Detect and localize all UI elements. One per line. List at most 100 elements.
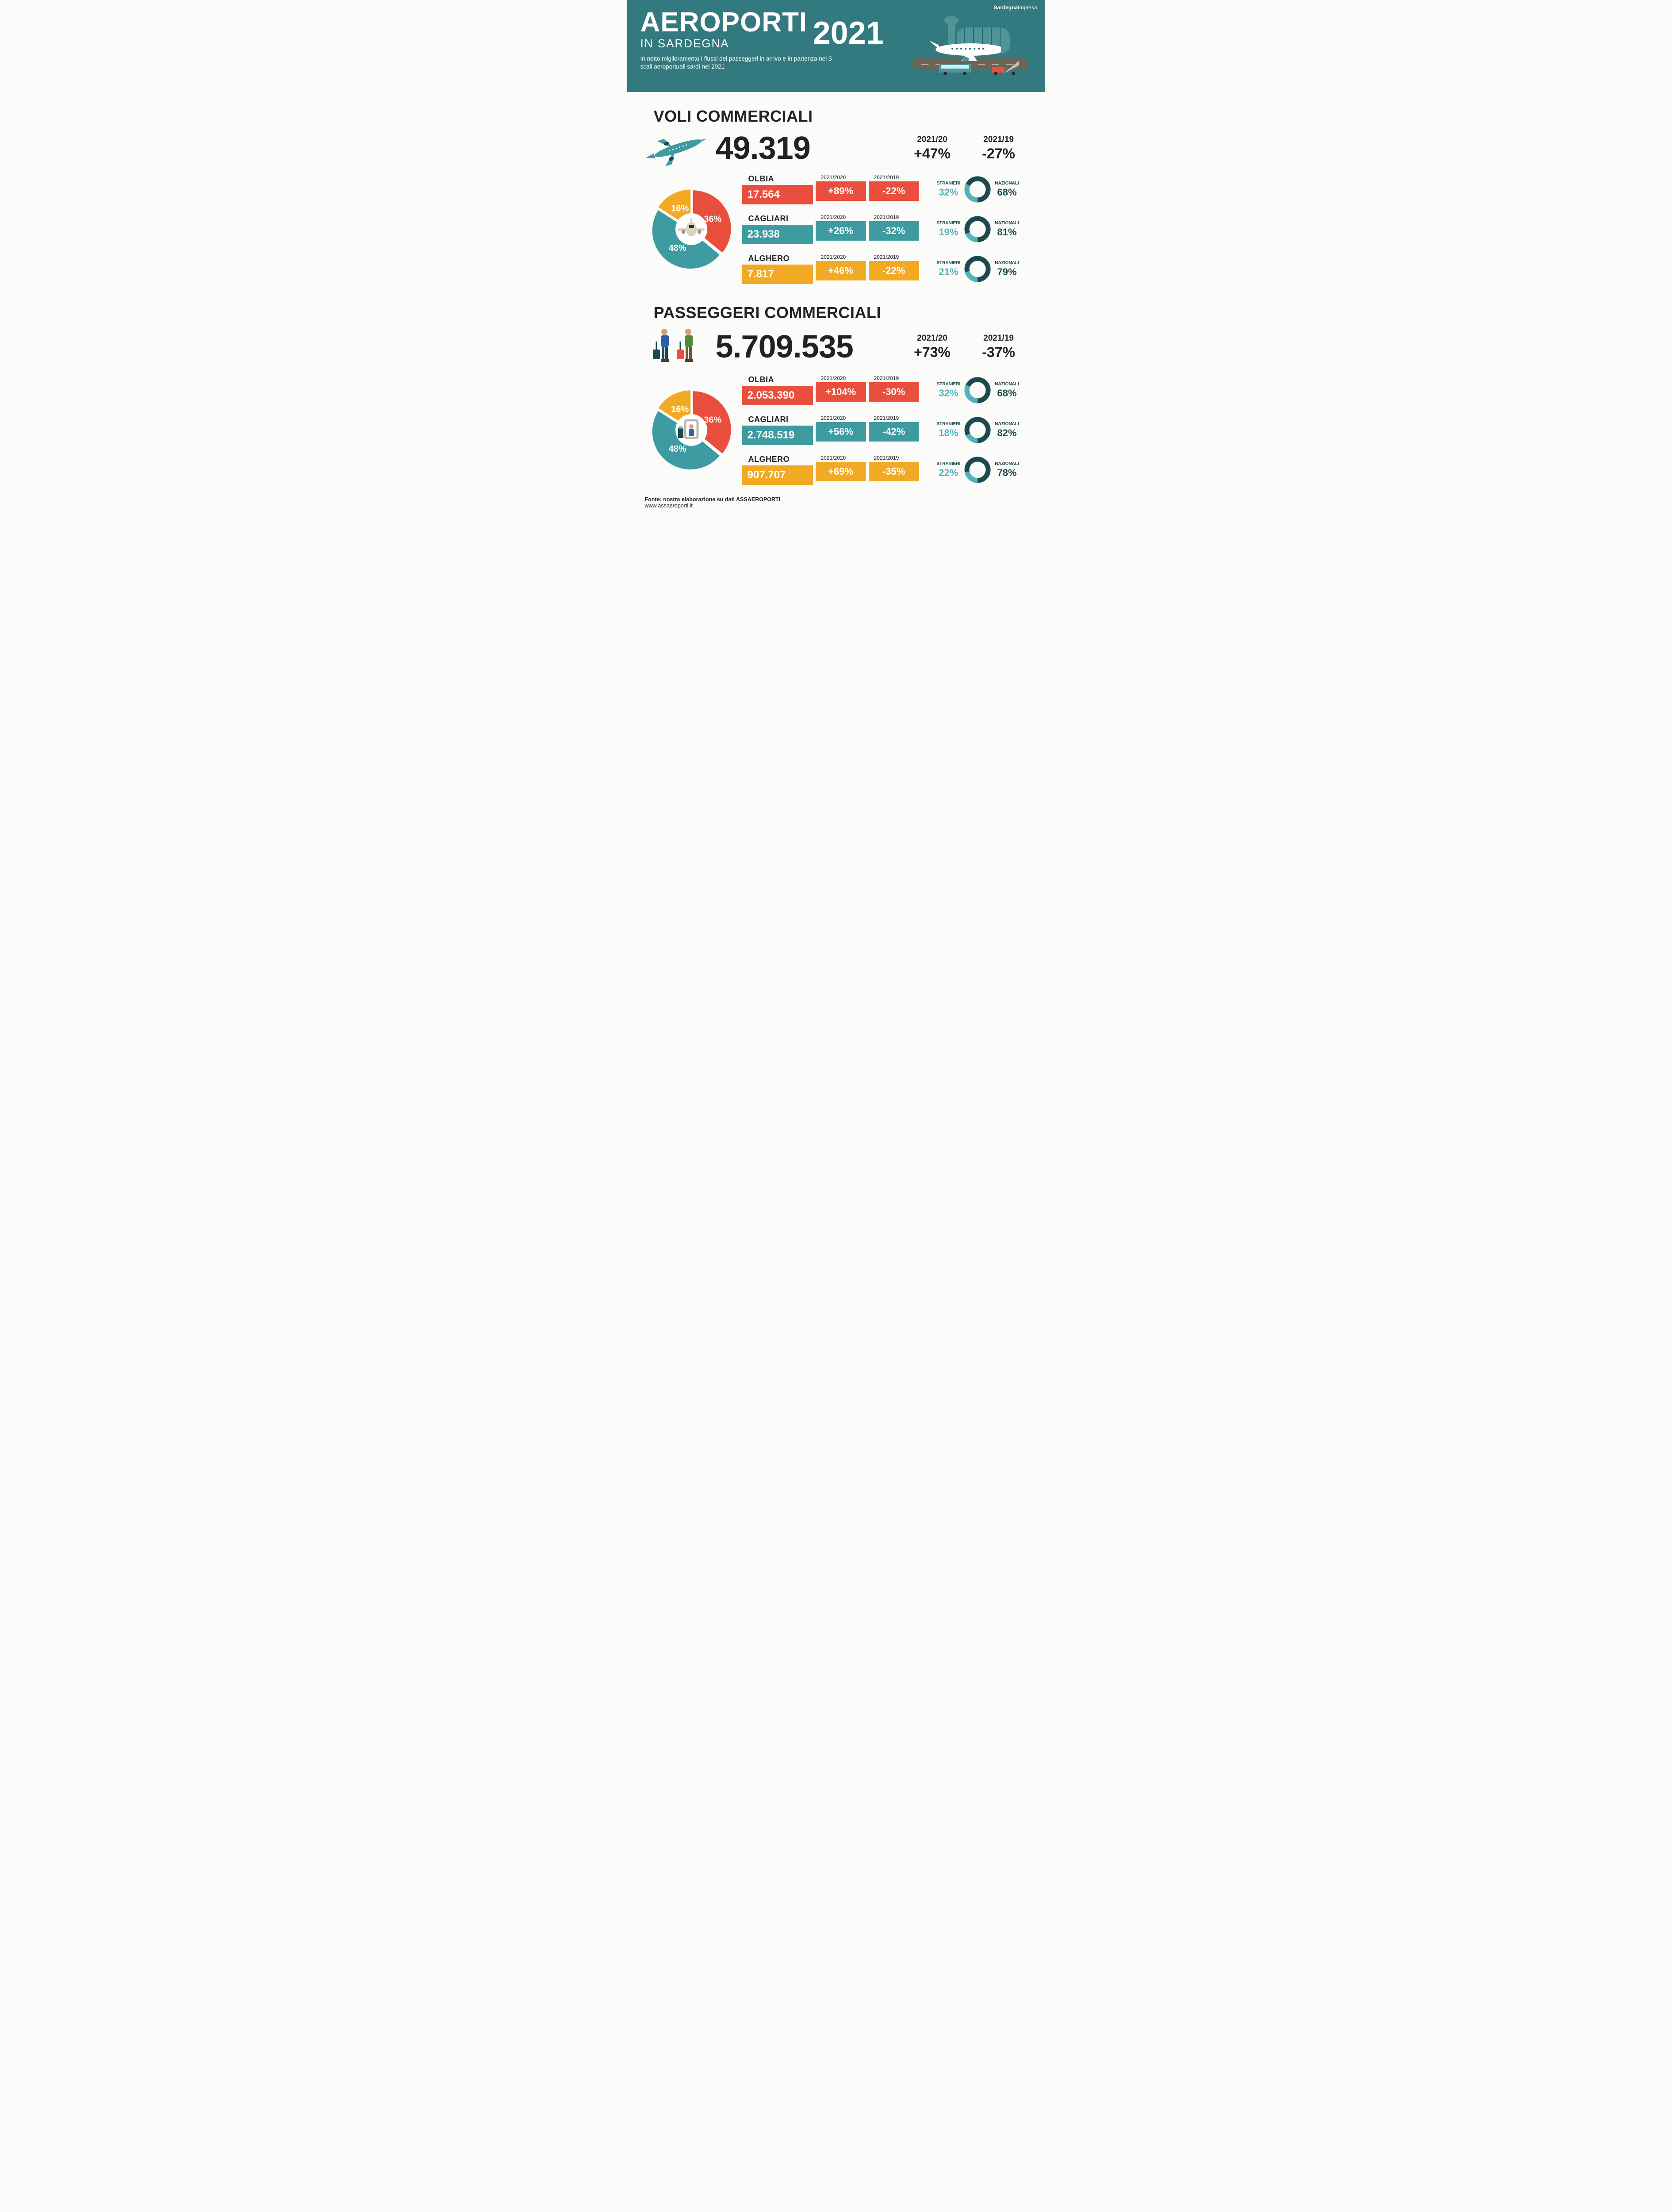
split-donut: STRANIERI19%NAZIONALI81% xyxy=(927,215,1029,243)
city-row: OLBIA17.5642021/2020+89%2021/2019-22% STR… xyxy=(742,174,1032,204)
stranieri-label: STRANIERI xyxy=(936,422,960,426)
stranieri-label: STRANIERI xyxy=(936,461,960,466)
body-row: 16%36%48% OLBIA2.053.3902021/2020+104%20… xyxy=(640,375,1032,485)
city-row: ALGHERO907.7072021/2020+69%2021/2019-35%… xyxy=(742,455,1032,485)
city-d19-value: -32% xyxy=(869,221,919,241)
pie-slot: 16% 36% 48% xyxy=(640,384,742,476)
delta-label: 2021/19 xyxy=(966,135,1032,145)
stranieri-label: STRANIERI xyxy=(936,181,960,186)
city-d19-label: 2021/2019 xyxy=(869,415,919,421)
city-d19-label: 2021/2019 xyxy=(869,375,919,381)
delta-value: -37% xyxy=(966,344,1032,361)
stranieri-value: 18% xyxy=(939,427,958,439)
stranieri-value: 19% xyxy=(939,227,958,238)
delta-label: 2021/19 xyxy=(966,334,1032,343)
svg-text:16%: 16% xyxy=(671,204,689,213)
city-d20-value: +26% xyxy=(816,221,866,241)
page-description: In netto miglioramento i flussi dei pass… xyxy=(640,55,844,71)
city-row: CAGLIARI2.748.5192021/2020+56%2021/2019-… xyxy=(742,415,1032,445)
pie-slot: 16% 36% 48% xyxy=(640,183,742,276)
city-d20-label: 2021/2020 xyxy=(816,455,866,461)
city-d19-label: 2021/2019 xyxy=(869,214,919,220)
city-d20-label: 2021/2020 xyxy=(816,214,866,220)
svg-text:48%: 48% xyxy=(668,243,686,253)
nazionali-label: NAZIONALI xyxy=(995,261,1019,265)
footer: Fonte: nostra elaborazione su dati ASSAE… xyxy=(627,489,1045,522)
city-d20-value: +46% xyxy=(816,261,866,280)
brand-badge: SardegnaImpresa xyxy=(993,4,1037,11)
footer-source: Fonte: nostra elaborazione su dati ASSAE… xyxy=(645,496,781,503)
city-d20-label: 2021/2020 xyxy=(816,375,866,381)
delta-2021-19: 2021/19 -27% xyxy=(966,135,1032,162)
airplane-icon xyxy=(640,128,716,168)
city-d20-label: 2021/2020 xyxy=(816,174,866,180)
delta-value: -27% xyxy=(966,146,1032,162)
city-row: CAGLIARI 23.9382021/2020+26%2021/2019-32%… xyxy=(742,214,1032,244)
brand-bold: Sardegna xyxy=(993,4,1018,11)
airport-illustration xyxy=(904,10,1032,81)
city-d20-value: +56% xyxy=(816,422,866,442)
stranieri-value: 32% xyxy=(939,187,958,198)
city-d20-label: 2021/2020 xyxy=(816,415,866,421)
city-d19-label: 2021/2019 xyxy=(869,455,919,461)
split-donut: STRANIERI21% NAZIONALI79% xyxy=(927,255,1029,283)
body-row: 16%36%48% OLBIA17.5642021/2020+89%2021/2… xyxy=(640,174,1032,284)
city-value: 907.707 xyxy=(742,465,813,485)
city-value: 7.817 xyxy=(742,265,813,284)
stranieri-value: 22% xyxy=(939,467,958,479)
city-d20-value: +89% xyxy=(816,181,866,201)
nazionali-label: NAZIONALI xyxy=(995,461,1019,466)
city-value: 17.564 xyxy=(742,185,813,204)
city-name: OLBIA xyxy=(742,174,813,184)
nazionali-value: 81% xyxy=(997,227,1016,238)
total-row: 5.709.535 2021/20 +73% 2021/19 -37% xyxy=(640,325,1032,369)
city-value: 23.938 xyxy=(742,225,813,244)
city-d19-value: -22% xyxy=(869,181,919,201)
total-value: 49.319 xyxy=(716,132,899,164)
city-d20-label: 2021/2020 xyxy=(816,254,866,260)
city-name: OLBIA xyxy=(742,375,813,384)
header: AEROPORTI IN SARDEGNA In netto miglioram… xyxy=(627,0,1045,92)
svg-text:48%: 48% xyxy=(668,444,686,454)
city-stack: OLBIA17.5642021/2020+89%2021/2019-22%STR… xyxy=(742,174,1032,284)
section-title: VOLI COMMERCIALI xyxy=(654,107,1032,126)
delta-label: 2021/20 xyxy=(899,135,966,145)
city-d20-value: +69% xyxy=(816,462,866,481)
delta-2021-19: 2021/19 -37% xyxy=(966,334,1032,361)
city-name: ALGHERO xyxy=(742,455,813,464)
nazionali-value: 68% xyxy=(997,187,1016,198)
page: AEROPORTI IN SARDEGNA In netto miglioram… xyxy=(627,0,1045,522)
city-d19-label: 2021/2019 xyxy=(869,174,919,180)
nazionali-label: NAZIONALI xyxy=(995,422,1019,426)
city-d19-value: -42% xyxy=(869,422,919,442)
split-donut: STRANIERI32%NAZIONALI68% xyxy=(927,176,1029,203)
svg-text:16%: 16% xyxy=(671,404,689,414)
passengers-icon xyxy=(640,325,716,369)
nazionali-label: NAZIONALI xyxy=(995,221,1019,226)
city-row: OLBIA2.053.3902021/2020+104%2021/2019-30… xyxy=(742,375,1032,405)
city-d19-value: -22% xyxy=(869,261,919,280)
svg-text:36%: 36% xyxy=(704,415,721,425)
nazionali-value: 78% xyxy=(997,467,1016,479)
share-pie: 16% 36% 48% xyxy=(645,384,738,476)
split-donut: STRANIERI22% NAZIONALI78% xyxy=(927,456,1029,484)
city-value: 2.053.390 xyxy=(742,386,813,405)
delta-value: +73% xyxy=(899,344,966,361)
footer-url: www.assaeroporti.it xyxy=(645,503,1032,509)
delta-2021-20: 2021/20 +47% xyxy=(899,135,966,162)
total-value: 5.709.535 xyxy=(716,331,899,363)
stranieri-value: 32% xyxy=(939,388,958,399)
share-pie: 16% 36% 48% xyxy=(645,183,738,276)
section-voli: VOLI COMMERCIALI 49.319 xyxy=(627,92,1045,288)
section-title: PASSEGGERI COMMERCIALI xyxy=(654,303,1032,322)
split-donut: STRANIERI18%NAZIONALI82% xyxy=(927,416,1029,444)
nazionali-value: 79% xyxy=(997,266,1016,278)
stranieri-value: 21% xyxy=(939,266,958,278)
nazionali-label: NAZIONALI xyxy=(995,382,1019,387)
city-name: CAGLIARI xyxy=(742,214,813,223)
city-d19-value: -35% xyxy=(869,462,919,481)
stranieri-label: STRANIERI xyxy=(936,261,960,265)
city-d20-value: +104% xyxy=(816,382,866,402)
svg-text:36%: 36% xyxy=(704,214,721,224)
city-row: ALGHERO7.8172021/2020+46%2021/2019-22%ST… xyxy=(742,254,1032,284)
